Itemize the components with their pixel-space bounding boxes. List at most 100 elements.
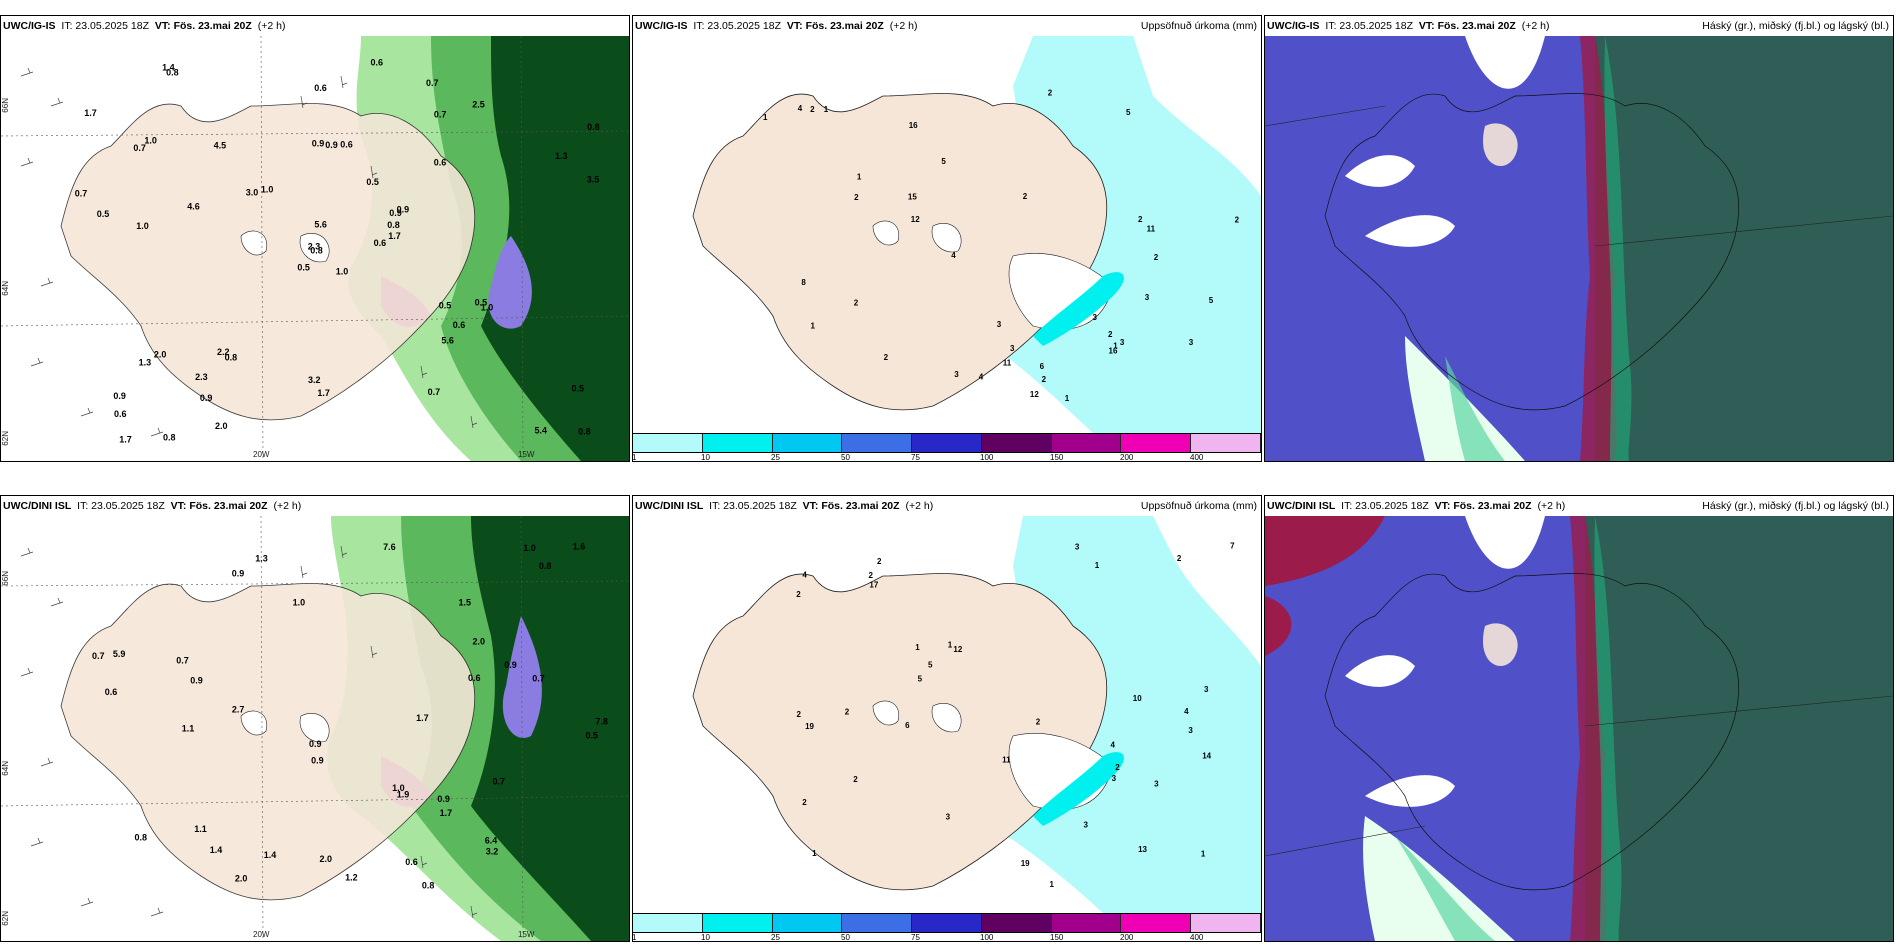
map-value-label: 1 (857, 173, 862, 182)
map-value-label: 2.2 (217, 347, 230, 357)
map-value-label: 0.8 (422, 881, 435, 891)
legend-bin (633, 434, 703, 452)
map-value-label: 0.9 (397, 205, 410, 215)
map-value-label: 16 (1109, 347, 1118, 356)
legend-bin (772, 434, 843, 452)
map-value-label: 0.6 (371, 57, 384, 67)
map-value-label: 1.6 (573, 542, 586, 552)
field-description: Háský (gr.), miðský (fj.bl.) og lágský (… (1702, 20, 1889, 32)
map-value-label: 5 (918, 675, 923, 684)
map-value-label: 2 (853, 775, 858, 784)
map-value-label: 0.7 (434, 110, 447, 120)
map-value-label: 3 (997, 320, 1002, 329)
lat-label-62n: 62N (1, 911, 10, 926)
map-value-label: 1.0 (136, 221, 149, 231)
map-value-label: 17 (869, 581, 878, 590)
map-value-label: 1.3 (255, 554, 268, 564)
map-value-label: 0.9 (389, 208, 402, 218)
legend-bin (702, 914, 773, 932)
map-value-label: 2 (1108, 330, 1113, 339)
legend-tick: 1 (632, 933, 637, 942)
legend-ticks: 1 10 25 50 75 100 150 200 400 (632, 933, 1261, 942)
map-value-label: 4.5 (214, 140, 227, 150)
map-value-label: 0.9 (504, 660, 517, 670)
map-value-label: 3 (946, 813, 951, 822)
legend-tick: 10 (701, 933, 710, 942)
legend-tick: 50 (841, 933, 850, 942)
map-value-label: 1.0 (336, 267, 349, 277)
map-value-label: 0.8 (225, 353, 238, 363)
map-value-label: 1.3 (555, 151, 568, 161)
wind-map[interactable]: 1.0 0.7 0.8 0.9 0.9 0.8 0.7 0.6 0.7 0.6 0.8 0.8 1.0 0… (1, 36, 629, 461)
map-value-label: 2 (854, 299, 859, 308)
map-value-label: 12 (911, 215, 920, 224)
map-value-label: 0.7 (133, 143, 146, 153)
map-value-label: 0.8 (587, 122, 600, 132)
map-value-label: 2 (1023, 192, 1028, 201)
map-value-label: 0.6 (314, 83, 327, 93)
field-description: Uppsöfnuð úrkoma (mm) (1140, 20, 1257, 32)
map-value-label: 1.4 (264, 850, 277, 860)
map-value-label: 1 (824, 105, 829, 114)
wind-map-svg: 0.80.91.10.7 0.90.60.52.70.91.40.80.70.91… (1, 516, 629, 941)
map-value-label: 0.5 (586, 730, 599, 740)
map-value-label: 1 (1065, 394, 1070, 403)
map-value-label: 1.4 (210, 845, 223, 855)
map-value-label: 4 (951, 251, 956, 260)
map-value-label: 2.0 (235, 874, 248, 884)
map-value-label: 0.5 (297, 263, 310, 273)
map-value-label: 1.0 (523, 543, 536, 553)
lat-label-66n: 66N (1, 98, 10, 113)
cloud-map-svg (1265, 36, 1893, 461)
map-value-label: 5.4 (535, 426, 548, 436)
map-value-label: 2.3 (308, 241, 321, 251)
map-value-label: 2 (884, 353, 889, 362)
cloud-map[interactable] (1265, 36, 1893, 461)
map-value-label: 0.6 (105, 687, 118, 697)
map-value-label: 2 (1154, 253, 1159, 262)
map-value-label: 0.7 (493, 776, 506, 786)
map-value-label: 0.8 (166, 68, 179, 78)
model-name: UWC/IG-IS (635, 20, 688, 32)
legend-colorbar (633, 433, 1261, 453)
map-value-label: 7 (1230, 542, 1235, 551)
lat-label-64n: 64N (1, 281, 10, 296)
map-value-label: 15 (908, 193, 917, 202)
map-value-label: 3 (1154, 780, 1159, 789)
map-value-label: 3.2 (308, 375, 321, 385)
map-value-label: 0.9 (437, 794, 450, 804)
precip-map-svg: 4312121321112241331121272514322191710193… (633, 516, 1261, 913)
legend-tick: 400 (1190, 933, 1204, 942)
lon-label-15w: 15W (518, 450, 535, 459)
map-value-label: 1.1 (182, 724, 195, 734)
wind-value-labels: 1.00.70.80.90.90.80.70.60.70.60.80.81.00… (75, 57, 600, 444)
legend-bin (1121, 914, 1192, 932)
map-value-label: 0.9 (312, 139, 325, 149)
map-value-label: 0.9 (309, 739, 322, 749)
lat-label-66n: 66N (1, 571, 10, 586)
map-value-label: 3 (1112, 774, 1117, 783)
legend-tick: 150 (1050, 453, 1064, 462)
map-value-label: 6.4 (485, 836, 498, 846)
map-value-label: 5 (1126, 108, 1131, 117)
precip-map[interactable]: 4 3 1 2 12 13 2 1 1 1 2 2 4 1 3 3 11 2 1 2 7 2 5 14 3 2 2 19 17 10 19 3… (633, 516, 1261, 913)
map-value-label: 2 (796, 590, 801, 599)
precip-map[interactable]: 3 3 2 1 2 1 11 8 2 1 2 3 4 1 5 2 2 1 5 11 1 2 2 12 6 2 2 12 16 15 4 3 3 3… (633, 36, 1261, 433)
map-value-label: 2 (869, 571, 874, 580)
map-value-label: 3 (954, 370, 959, 379)
wind-map[interactable]: 0.8 0.9 1.1 0.7 0.9 0.6 0.5 2.7 0.9 1.4 0.8 0.7 0.9 1… (1, 516, 629, 941)
legend-tick: 10 (701, 453, 710, 462)
map-value-label: 1.1 (194, 824, 207, 834)
field-description: Uppsöfnuð úrkoma (mm) (1140, 500, 1257, 512)
map-value-label: 1 (915, 643, 920, 652)
map-value-label: 0.8 (163, 432, 176, 442)
model-name: UWC/IG-IS (3, 20, 56, 32)
panel-cloud-row2: UWC/DINI ISL IT: 23.05.2025 18Z VT: Fös.… (1264, 495, 1894, 942)
cloud-map[interactable] (1265, 516, 1893, 941)
map-value-label: 0.8 (310, 246, 323, 256)
map-value-label: 6 (905, 721, 910, 730)
panel-title: UWC/IG-IS IT: 23.05.2025 18Z VT: Fös. 23… (1, 16, 629, 36)
lead-time: (+2 h) (1537, 500, 1566, 512)
map-value-label: 2 (1138, 215, 1143, 224)
init-time: IT: 23.05.2025 18Z (709, 500, 797, 512)
